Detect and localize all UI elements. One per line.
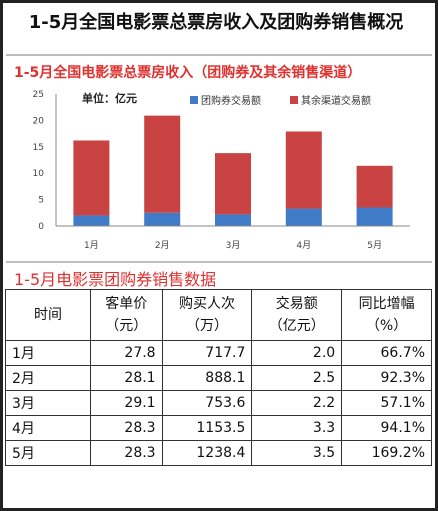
bar-tuangou [285,208,322,226]
stacked-bar-chart: 0 5 10 15 20 25 1月 2月 3月 4月 5月 单位：亿元 团购券交易额 其余渠道交易… [33,90,410,251]
y-axis: 0 5 10 15 20 25 [33,90,57,232]
page-title: 1-5月全国电影票总票房收入及团购券销售概况 [28,12,404,33]
header-growth: 同比增幅 （%） [341,289,432,341]
header-amount: 交易额 （亿元） [251,289,343,341]
cell-month: 5月 [5,440,91,466]
y-tick-label: 20 [33,116,45,126]
cell-price: 28.3 [90,415,163,441]
cell-month: 2月 [5,365,91,391]
cell-amount: 2.5 [251,365,343,391]
cell-price: 28.1 [90,365,163,391]
table-header-row: 时间 客单价 （元） 购买人次 （万） 交易额 （亿元） 同比增幅 （%） [5,289,432,341]
bar-tuangou [144,212,181,226]
cell-growth: 94.1% [341,415,432,441]
header-buyers: 购买人次 （万） [161,289,253,341]
header-price-unit: （元） [105,318,148,334]
cell-buyers: 717.7 [161,340,253,366]
cell-buyers: 1153.5 [161,415,253,441]
x-tick-label: 5月 [367,240,382,251]
table-row: 2月 28.1 888.1 2.5 92.3% [5,365,432,391]
header-growth-unit: （%） [365,318,408,334]
y-tick-label: 0 [38,222,44,232]
cell-amount: 2.0 [251,340,343,366]
bar-series [73,115,393,226]
cell-buyers: 888.1 [161,365,253,391]
chart-title: 1-5月全国电影票总票房收入（团购券及其余销售渠道） [14,65,362,81]
header-amount-label: 交易额 [275,296,318,312]
table-row: 1月 27.8 717.7 2.0 66.7% [5,340,432,366]
table-row: 3月 29.1 753.6 2.2 57.1% [5,390,432,416]
x-tick-label: 3月 [226,240,241,251]
header-buyers-label: 购买人次 [178,296,235,312]
y-tick-label: 15 [33,143,44,153]
header-month: 时间 [5,289,91,341]
cell-buyers: 753.6 [161,390,253,416]
chart-divider [6,261,432,263]
title-divider [6,54,432,56]
cell-growth: 92.3% [341,365,432,391]
chart-legend: 团购券交易额 其余渠道交易额 [190,94,371,107]
header-price: 客单价 （元） [90,289,163,341]
cell-growth: 169.2% [341,440,432,466]
cell-amount: 2.2 [251,390,343,416]
x-axis: 1月 2月 3月 4月 5月 [56,225,410,251]
cell-growth: 57.1% [341,390,432,416]
cell-month: 1月 [5,340,91,366]
bar-other-channels [215,153,251,215]
y-tick-label: 25 [33,90,44,100]
legend-swatch-tuangou [190,96,198,104]
cell-amount: 3.3 [251,415,343,441]
legend-label-tuangou: 团购券交易额 [201,94,261,107]
cell-price: 27.8 [90,340,163,366]
cell-price: 29.1 [90,390,163,416]
bar-other-channels [73,140,110,216]
table-row: 5月 28.3 1238.4 3.5 169.2% [5,440,432,466]
x-tick-label: 1月 [84,240,99,251]
bar-tuangou [356,207,393,226]
cell-price: 28.3 [90,440,163,466]
header-month-label: 时间 [34,307,62,323]
table-title: 1-5月电影票团购券销售数据 [14,270,217,289]
header-price-label: 客单价 [105,296,148,312]
cell-month: 4月 [5,415,91,441]
y-tick-label: 5 [38,196,44,206]
bar-tuangou [73,215,110,226]
x-tick-label: 2月 [155,240,170,251]
bar-other-channels [285,131,322,209]
legend-label-other: 其余渠道交易额 [301,94,371,107]
cell-month: 3月 [5,390,91,416]
bar-tuangou [215,214,251,226]
legend-swatch-other [290,96,298,104]
bar-other-channels [356,165,393,208]
y-tick-label: 10 [33,169,45,179]
x-tick-label: 4月 [296,240,311,251]
table-row: 4月 28.3 1153.5 3.3 94.1% [5,415,432,441]
sales-table: 时间 客单价 （元） 购买人次 （万） 交易额 （亿元） 同比增幅 （%） 1月 27.… [5,289,432,466]
header-growth-label: 同比增幅 [358,296,415,312]
cell-buyers: 1238.4 [161,440,253,466]
header-buyers-unit: （万） [185,318,228,334]
bar-other-channels [144,115,181,213]
cell-growth: 66.7% [341,340,432,366]
header-amount-unit: （亿元） [268,318,325,334]
cell-amount: 3.5 [251,440,343,466]
unit-label: 单位：亿元 [82,91,137,105]
